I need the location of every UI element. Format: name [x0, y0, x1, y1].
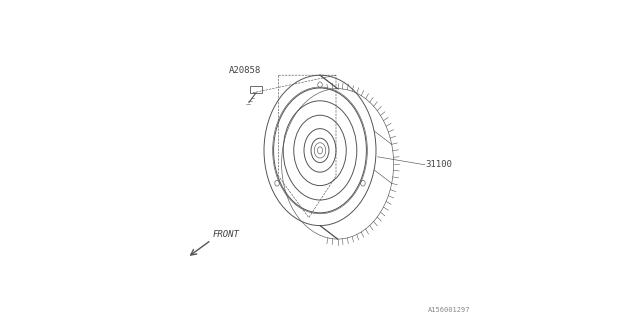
- Text: A20858: A20858: [228, 66, 261, 75]
- Bar: [250, 86, 262, 93]
- Text: FRONT: FRONT: [212, 230, 239, 239]
- Text: A156001297: A156001297: [428, 307, 470, 313]
- Text: 31100: 31100: [426, 160, 452, 169]
